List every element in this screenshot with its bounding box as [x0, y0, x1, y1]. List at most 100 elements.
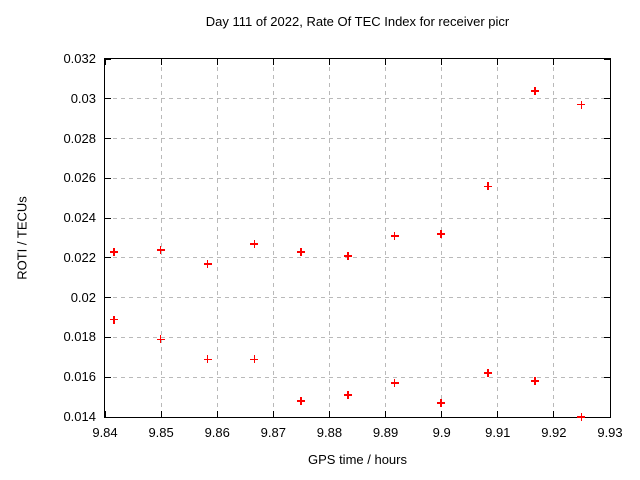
y-tick-label: 0.018 — [63, 329, 96, 345]
gridline-vertical — [272, 59, 274, 417]
x-tick-mark — [609, 411, 611, 417]
chart-title: Day 111 of 2022, Rate Of TEC Index for r… — [205, 14, 510, 29]
data-point-marker — [156, 245, 165, 254]
y-tick-mark — [105, 336, 111, 338]
data-point-marker — [530, 377, 539, 386]
x-tick-mark — [441, 411, 443, 417]
gridline-vertical — [385, 59, 387, 417]
x-tick-mark — [553, 59, 555, 65]
data-point-marker — [250, 355, 259, 364]
data-point-marker — [437, 399, 446, 408]
y-tick-label: 0.026 — [63, 170, 96, 186]
y-tick-label: 0.024 — [63, 210, 96, 226]
data-point-marker — [390, 232, 399, 240]
gridline-vertical — [328, 59, 330, 417]
y-tick-mark — [105, 376, 111, 378]
x-tick-mark — [104, 411, 106, 417]
y-tick-mark — [604, 297, 610, 299]
x-tick-label: 9.93 — [597, 425, 623, 440]
x-tick-label: 9.91 — [485, 425, 511, 440]
x-tick-label: 9.84 — [92, 425, 118, 440]
x-axis-label: GPS time / hours — [308, 452, 407, 467]
x-tick-mark — [216, 411, 218, 417]
data-point-marker — [577, 100, 586, 109]
data-point-marker — [437, 230, 446, 239]
y-tick-mark — [105, 98, 111, 100]
gridline-vertical — [160, 59, 162, 417]
gridline-horizontal — [105, 257, 610, 259]
data-point-marker — [109, 315, 118, 324]
x-tick-label: 9.85 — [148, 425, 174, 440]
gridline-horizontal — [105, 217, 610, 219]
gridline-vertical — [553, 59, 555, 417]
y-tick-mark — [604, 376, 610, 378]
data-point-marker — [343, 251, 352, 260]
gridline-vertical — [497, 59, 499, 417]
x-tick-mark — [497, 411, 499, 417]
x-tick-mark — [272, 411, 274, 417]
y-tick-label: 0.016 — [63, 369, 96, 385]
x-tick-mark — [328, 411, 330, 417]
x-tick-label: 9.86 — [204, 425, 230, 440]
x-tick-mark — [553, 411, 555, 417]
gridline-horizontal — [105, 138, 610, 140]
y-tick-mark — [604, 257, 610, 259]
x-tick-mark — [216, 59, 218, 65]
gridline-vertical — [216, 59, 218, 417]
y-tick-label: 0.02 — [70, 289, 96, 305]
y-tick-mark — [105, 177, 111, 179]
x-tick-mark — [160, 59, 162, 65]
y-tick-label: 0.032 — [63, 51, 96, 66]
x-tick-mark — [497, 59, 499, 65]
data-point-marker — [109, 247, 118, 256]
gridline-horizontal — [105, 336, 610, 338]
y-tick-label: 0.028 — [63, 130, 96, 146]
x-tick-mark — [104, 59, 106, 65]
gridline-horizontal — [105, 297, 610, 299]
y-tick-mark — [105, 138, 111, 140]
y-tick-label: 0.022 — [63, 249, 96, 265]
data-point-marker — [484, 182, 493, 191]
y-tick-mark — [105, 297, 111, 299]
y-tick-mark — [604, 416, 610, 418]
data-point-marker — [530, 86, 539, 95]
y-tick-mark — [604, 217, 610, 219]
y-tick-mark — [105, 58, 111, 60]
x-tick-mark — [609, 59, 611, 65]
x-tick-label: 9.89 — [372, 425, 399, 440]
plot-area — [104, 58, 611, 421]
y-tick-mark — [604, 177, 610, 179]
data-point-marker — [390, 379, 399, 388]
data-point-marker — [203, 259, 212, 268]
x-tick-mark — [441, 59, 443, 65]
y-tick-mark — [604, 58, 610, 60]
y-tick-mark — [105, 257, 111, 259]
x-tick-mark — [160, 411, 162, 417]
y-tick-mark — [604, 336, 610, 338]
data-point-marker — [296, 397, 305, 406]
y-tick-label: 0.03 — [70, 90, 96, 106]
x-tick-mark — [385, 59, 387, 65]
data-point-marker — [343, 391, 352, 400]
y-tick-mark — [105, 416, 111, 418]
x-tick-mark — [272, 59, 274, 65]
y-axis-label: ROTI / TECUs — [14, 196, 30, 280]
x-tick-label: 9.88 — [316, 425, 343, 440]
x-tick-mark — [328, 59, 330, 65]
data-point-marker — [250, 239, 259, 248]
y-tick-mark — [604, 138, 610, 140]
x-tick-mark — [385, 411, 387, 417]
data-point-marker — [203, 355, 212, 364]
gridline-horizontal — [105, 376, 610, 378]
data-point-marker — [156, 335, 165, 344]
x-tick-label: 9.92 — [541, 425, 567, 440]
x-tick-label: 9.87 — [260, 425, 286, 440]
data-point-marker — [577, 413, 586, 421]
data-point-marker — [484, 369, 493, 378]
y-tick-mark — [604, 98, 610, 100]
x-tick-label: 9.9 — [432, 425, 451, 440]
data-point-marker — [296, 247, 305, 256]
gridline-horizontal — [105, 98, 610, 100]
gridline-horizontal — [105, 177, 610, 179]
